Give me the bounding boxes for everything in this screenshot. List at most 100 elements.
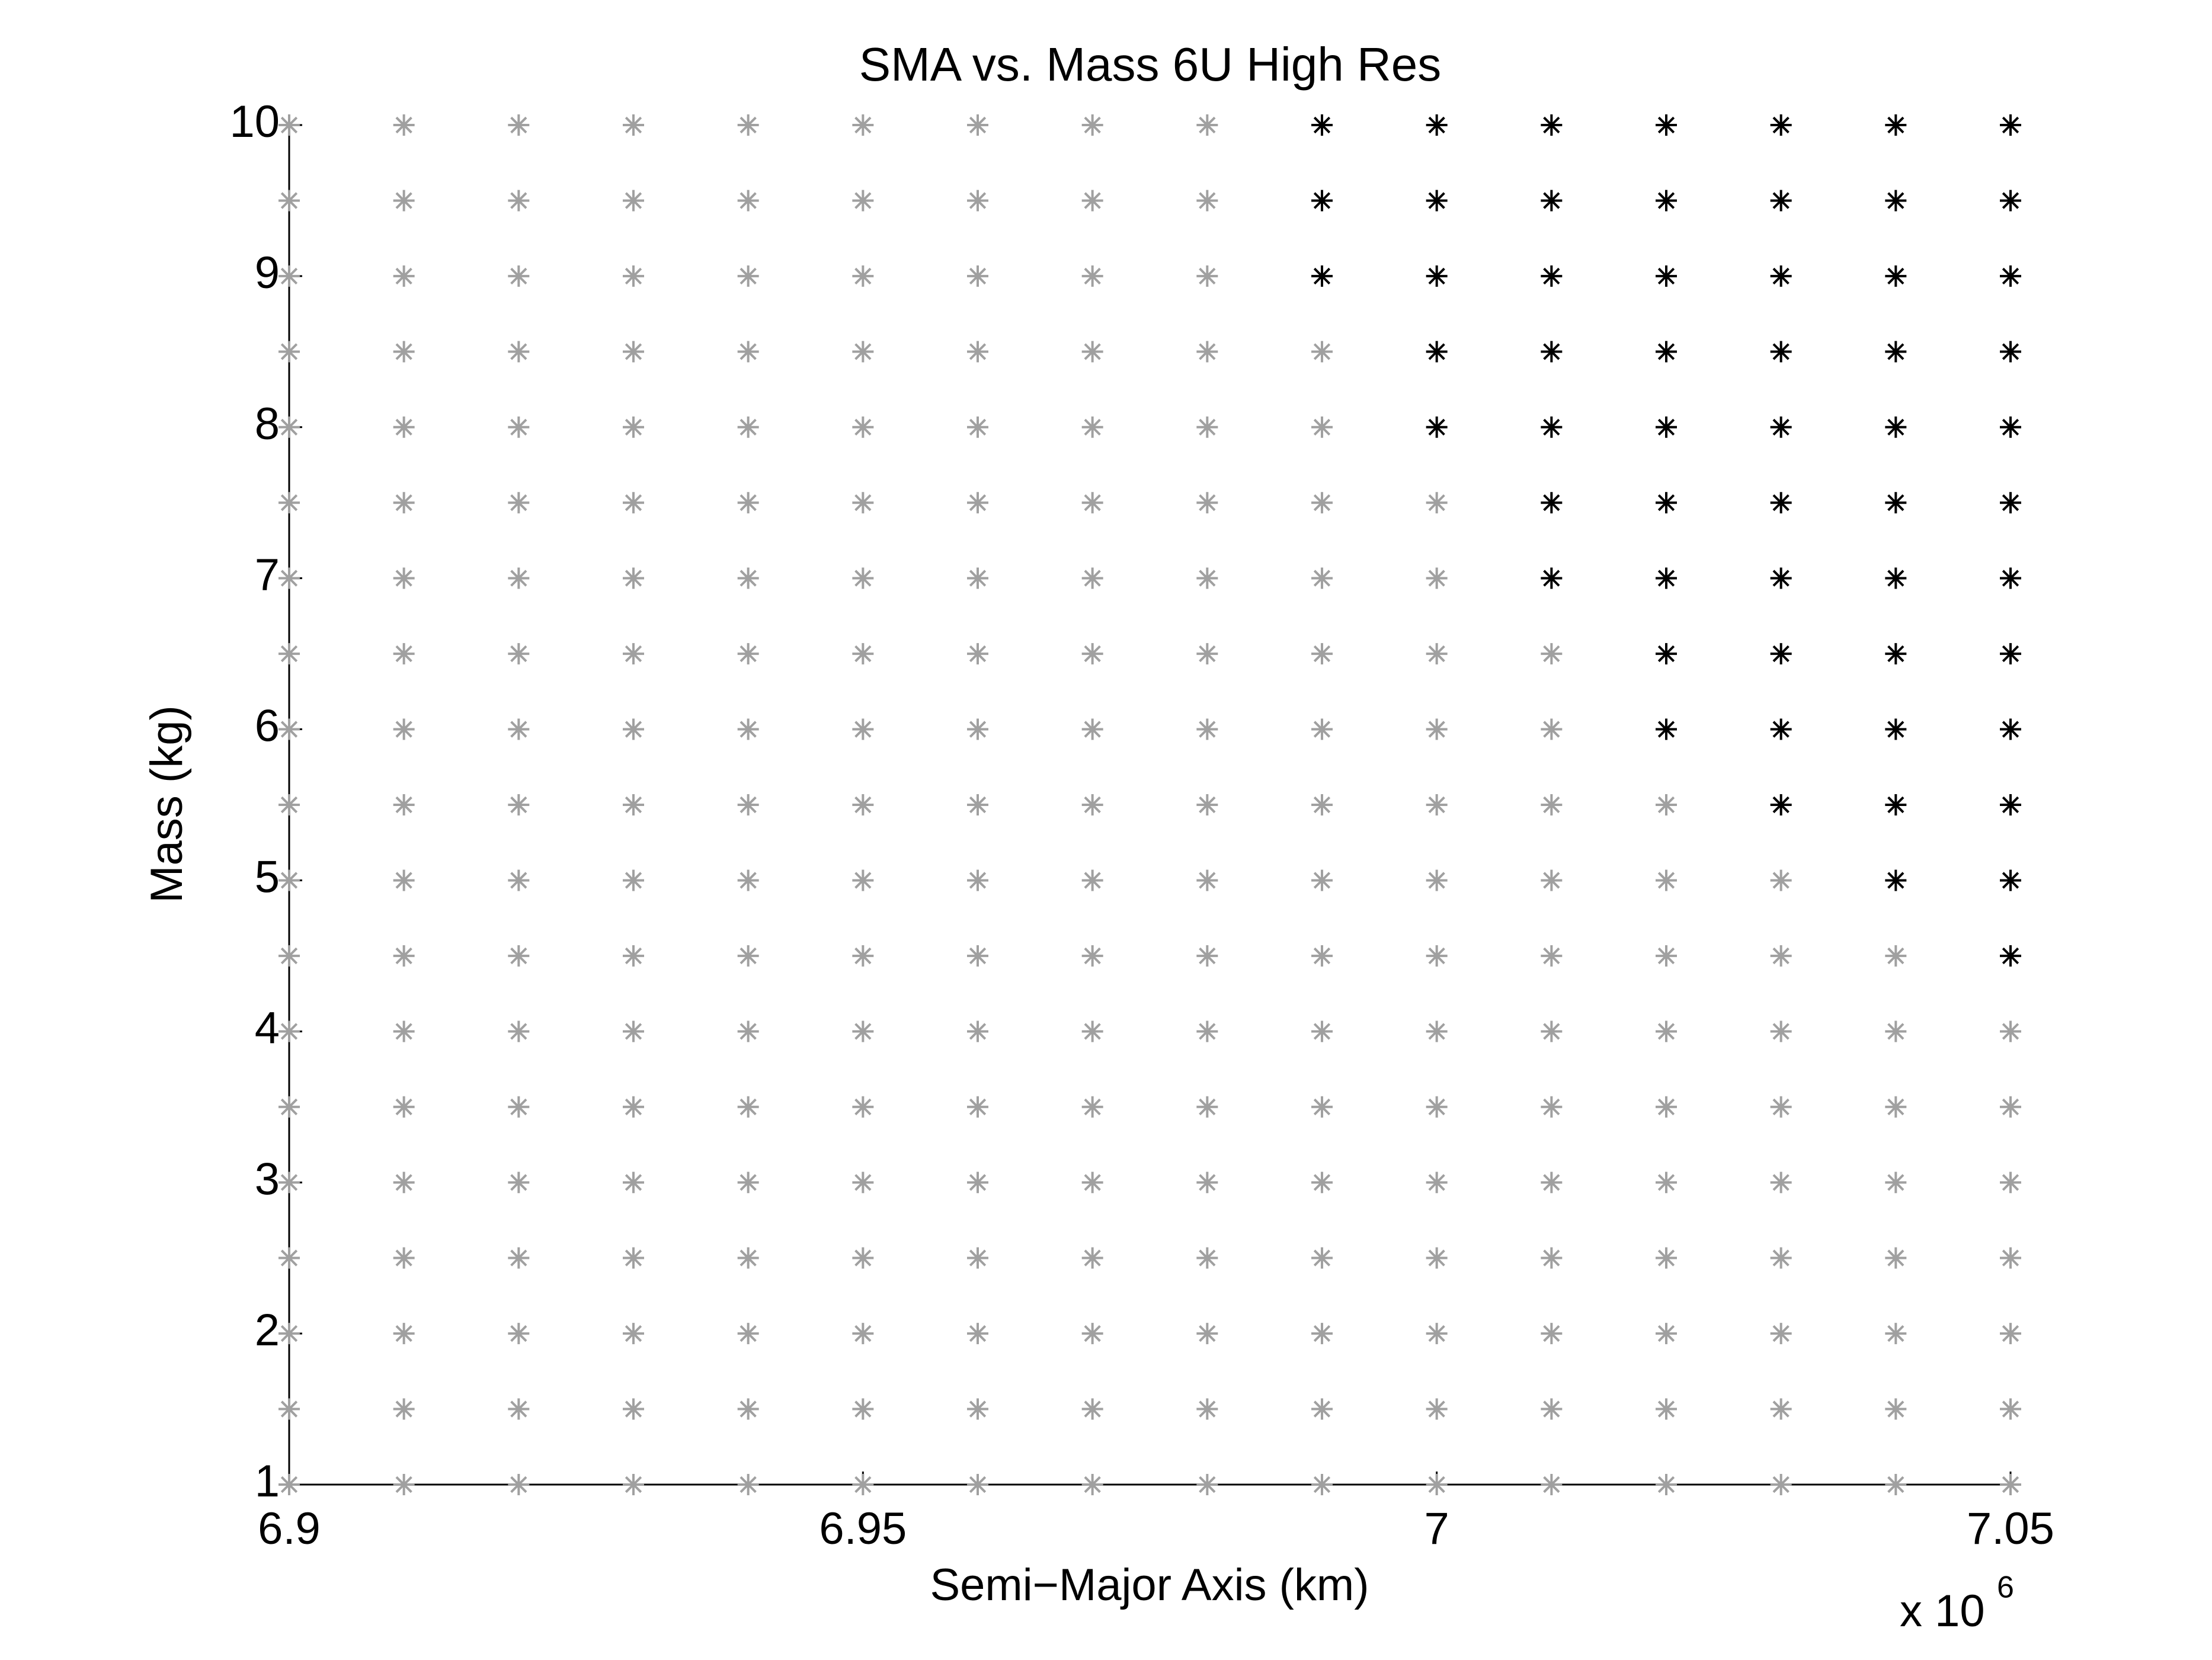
point	[1885, 643, 1907, 665]
point	[737, 945, 759, 967]
point	[1081, 492, 1103, 514]
point	[1885, 265, 1907, 287]
point	[1196, 1247, 1218, 1269]
point	[1656, 718, 1677, 740]
y-tick-label: 9	[255, 248, 280, 298]
point	[1770, 1474, 1792, 1495]
point	[508, 718, 530, 740]
point	[508, 1096, 530, 1118]
point	[852, 794, 874, 815]
point	[1311, 643, 1333, 665]
point	[2000, 869, 2021, 891]
point	[1081, 1398, 1103, 1420]
point	[1656, 341, 1677, 363]
point	[967, 1247, 988, 1269]
point	[278, 492, 300, 514]
point	[508, 567, 530, 589]
point	[1196, 1021, 1218, 1042]
point	[393, 190, 415, 212]
point	[1081, 1096, 1103, 1118]
point	[967, 718, 988, 740]
point	[1541, 1021, 1563, 1042]
point	[1081, 794, 1103, 815]
point	[1196, 265, 1218, 287]
point	[2000, 1096, 2021, 1118]
point	[967, 869, 988, 891]
point	[1081, 1021, 1103, 1042]
point	[737, 1474, 759, 1495]
point	[623, 643, 644, 665]
point	[852, 1323, 874, 1345]
point	[1770, 794, 1792, 815]
point	[967, 945, 988, 967]
point	[508, 416, 530, 438]
point	[1656, 492, 1677, 514]
point	[623, 190, 644, 212]
y-tick-label: 4	[255, 1003, 280, 1053]
point	[393, 265, 415, 287]
point	[1426, 341, 1448, 363]
point	[393, 567, 415, 589]
point	[1656, 190, 1677, 212]
point	[278, 945, 300, 967]
point	[1770, 1323, 1792, 1345]
point	[1426, 1172, 1448, 1194]
point	[623, 416, 644, 438]
point	[737, 265, 759, 287]
point	[1885, 718, 1907, 740]
point	[2000, 190, 2021, 212]
point	[852, 341, 874, 363]
point	[737, 1247, 759, 1269]
y-tick-label: 7	[255, 550, 280, 600]
point	[1656, 265, 1677, 287]
point	[1311, 1096, 1333, 1118]
point	[737, 1172, 759, 1194]
point	[1426, 1474, 1448, 1495]
point	[1426, 794, 1448, 815]
point	[2000, 1021, 2021, 1042]
point	[852, 1172, 874, 1194]
point	[1541, 1323, 1563, 1345]
point	[1656, 567, 1677, 589]
point	[278, 416, 300, 438]
point	[1081, 1172, 1103, 1194]
point	[1196, 1172, 1218, 1194]
point	[623, 1247, 644, 1269]
point	[1426, 1096, 1448, 1118]
point	[967, 1474, 988, 1495]
point	[278, 567, 300, 589]
x-tick-label: 6.95	[819, 1504, 907, 1554]
point	[737, 416, 759, 438]
point	[1426, 190, 1448, 212]
point	[623, 1474, 644, 1495]
point	[967, 416, 988, 438]
point	[508, 1172, 530, 1194]
point	[737, 1398, 759, 1420]
point	[1311, 1172, 1333, 1194]
point	[2000, 341, 2021, 363]
point	[1196, 945, 1218, 967]
point	[1770, 1398, 1792, 1420]
point	[1311, 1247, 1333, 1269]
x-tick-label: 7.05	[1967, 1504, 2054, 1554]
point	[1196, 416, 1218, 438]
point	[508, 1021, 530, 1042]
point	[508, 869, 530, 891]
point	[1541, 492, 1563, 514]
point	[278, 114, 300, 136]
point	[623, 718, 644, 740]
point	[852, 718, 874, 740]
point	[852, 643, 874, 665]
point	[1196, 1323, 1218, 1345]
point	[623, 265, 644, 287]
point	[1885, 1474, 1907, 1495]
point	[508, 1398, 530, 1420]
point	[393, 1021, 415, 1042]
x-multiplier-exponent: 6	[1997, 1571, 2014, 1605]
point	[852, 1474, 874, 1495]
point	[1656, 1096, 1677, 1118]
point	[278, 1398, 300, 1420]
